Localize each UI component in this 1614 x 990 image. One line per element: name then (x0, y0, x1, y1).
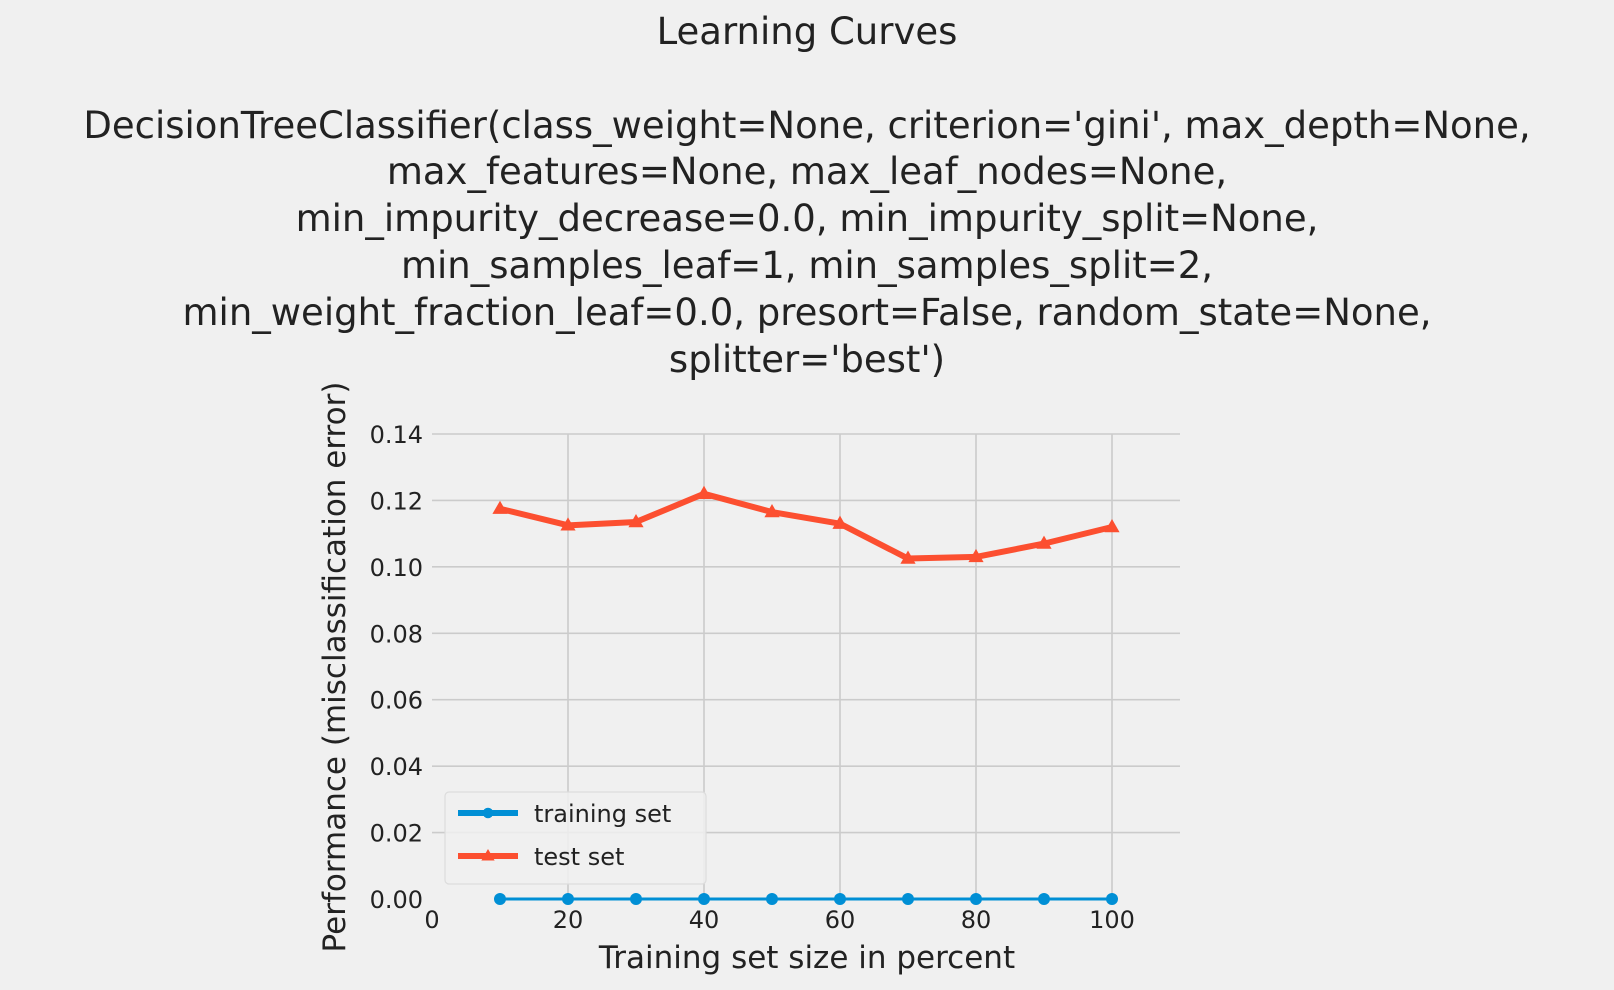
y-tick-label: 0.12 (370, 487, 423, 515)
chart-title: Learning Curves (657, 10, 958, 53)
legend-label: test set (534, 843, 624, 871)
series-test-set (492, 485, 1120, 564)
data-point (1038, 893, 1050, 905)
data-point (970, 893, 982, 905)
x-tick-label: 80 (961, 906, 992, 934)
y-tick-label: 0.14 (370, 421, 423, 449)
legend-marker (482, 807, 494, 819)
data-point (766, 893, 778, 905)
y-tick-label: 0.08 (370, 620, 423, 648)
data-point (696, 485, 712, 499)
data-point (832, 515, 848, 529)
y-axis-ticks: 0.00 0.02 0.04 0.06 0.08 0.10 0.12 0.14 (370, 421, 423, 914)
data-point (1106, 893, 1118, 905)
data-point (492, 500, 508, 514)
legend-marker (481, 849, 495, 861)
x-tick-label: 100 (1089, 906, 1135, 934)
y-tick-label: 0.02 (370, 820, 423, 848)
data-point (494, 893, 506, 905)
series-training-set (494, 893, 1118, 905)
y-axis-label: Performance (misclassification error) (317, 382, 353, 953)
data-point (562, 893, 574, 905)
series-layer (492, 485, 1120, 905)
y-tick-label: 0.04 (370, 753, 423, 781)
data-point (834, 893, 846, 905)
data-point (900, 550, 916, 564)
legend: training set test set (444, 791, 707, 885)
x-tick-label: 20 (553, 906, 584, 934)
y-tick-label: 0.10 (370, 554, 423, 582)
data-point (628, 514, 644, 528)
chart-subtitle-line: min_impurity_decrease=0.0, min_impurity_… (296, 197, 1319, 240)
legend-label: training set (534, 800, 671, 828)
data-point (560, 517, 576, 531)
data-point (1036, 535, 1052, 549)
data-point (630, 893, 642, 905)
x-tick-label: 60 (825, 906, 856, 934)
y-tick-label: 0.06 (370, 687, 423, 715)
data-point (764, 504, 780, 518)
data-point (968, 548, 984, 563)
chart-subtitle-line: splitter='best') (669, 338, 945, 381)
data-point (902, 893, 914, 905)
chart-subtitle-line: min_weight_fraction_leaf=0.0, presort=Fa… (183, 291, 1432, 334)
x-axis-label: Training set size in percent (598, 940, 1015, 976)
series-line (497, 490, 1115, 562)
chart-subtitle-line: DecisionTreeClassifier(class_weight=None… (83, 104, 1530, 147)
data-point (1104, 519, 1120, 533)
chart-subtitle: DecisionTreeClassifier(class_weight=None… (83, 104, 1530, 381)
x-tick-label: 40 (689, 906, 720, 934)
chart-subtitle-line: min_samples_leaf=1, min_samples_split=2, (401, 244, 1213, 287)
y-tick-label: 0.00 (370, 886, 423, 914)
x-axis-ticks: 0 20 40 60 80 100 (424, 906, 1135, 934)
data-point (698, 893, 710, 905)
x-tick-label: 0 (424, 906, 439, 934)
chart-subtitle-line: max_features=None, max_leaf_nodes=None, (387, 150, 1227, 193)
